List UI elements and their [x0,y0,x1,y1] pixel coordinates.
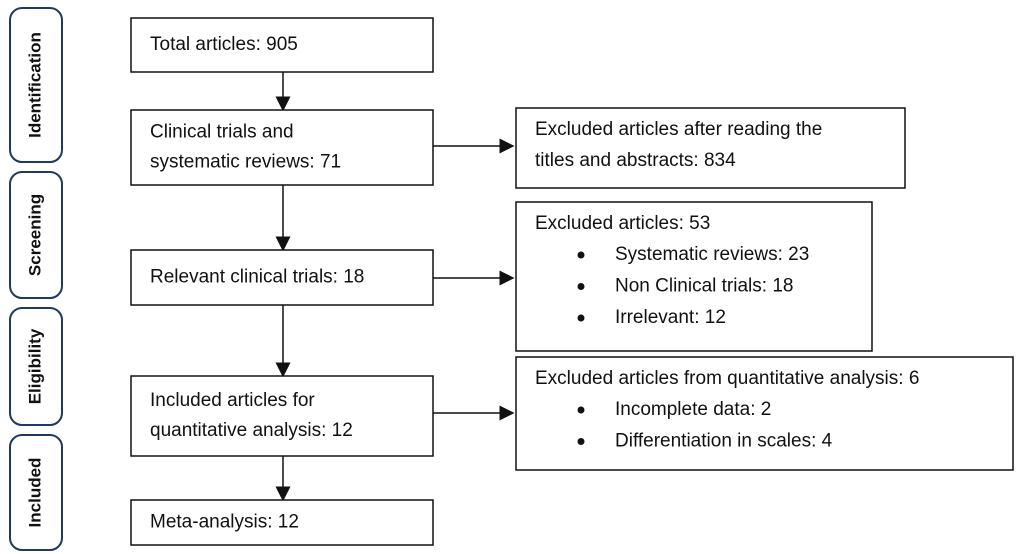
bullet [577,406,585,414]
step-text: Included articles for [150,390,315,411]
stage-label: Screening [25,194,44,276]
stage-label: Included [25,458,44,528]
step-box [130,249,434,306]
stage-box [9,307,63,426]
stage-box [9,171,63,299]
stage-box [9,434,63,551]
step-text: Relevant clinical trials: 18 [150,267,364,288]
stage: Eligibility [9,307,63,426]
exclusion-box [515,201,873,352]
exclusion-item: Differentiation in scales: 4 [615,431,833,452]
stage: Included [9,434,63,551]
step-text: Total articles: 905 [150,34,298,55]
step-text: systematic reviews: 71 [150,152,341,173]
exclusion-text: titles and abstracts: 834 [535,150,736,171]
exclusion-item: Incomplete data: 2 [615,399,771,420]
step-text: Meta-analysis: 12 [150,512,299,533]
bullet [577,251,585,259]
exclusion-box [515,107,906,189]
exclusion-item: Irrelevant: 12 [615,307,726,328]
bullet [577,283,585,290]
exclusion-text: Excluded articles after reading the [535,119,822,140]
stage-box [9,7,63,163]
step-box [130,17,434,73]
bullet [577,438,585,445]
stage-label: Eligibility [25,328,44,404]
step-box [130,375,434,457]
step-text: quantitative analysis: 12 [150,420,353,441]
exclusion-item: Non Clinical trials: 18 [615,276,793,297]
step-box [130,109,434,186]
stage: Identification [9,7,63,163]
step-text: Clinical trials and [150,122,294,143]
stage-label: Identification [25,32,44,138]
exclusion-item: Systematic reviews: 23 [615,244,809,265]
exclusion-text: Excluded articles: 53 [535,213,710,234]
exclusion-text: Excluded articles from quantitative anal… [535,368,919,389]
bullet [577,314,585,322]
exclusion-box [515,356,1014,471]
step-box [130,499,434,546]
stage: Screening [9,171,63,299]
